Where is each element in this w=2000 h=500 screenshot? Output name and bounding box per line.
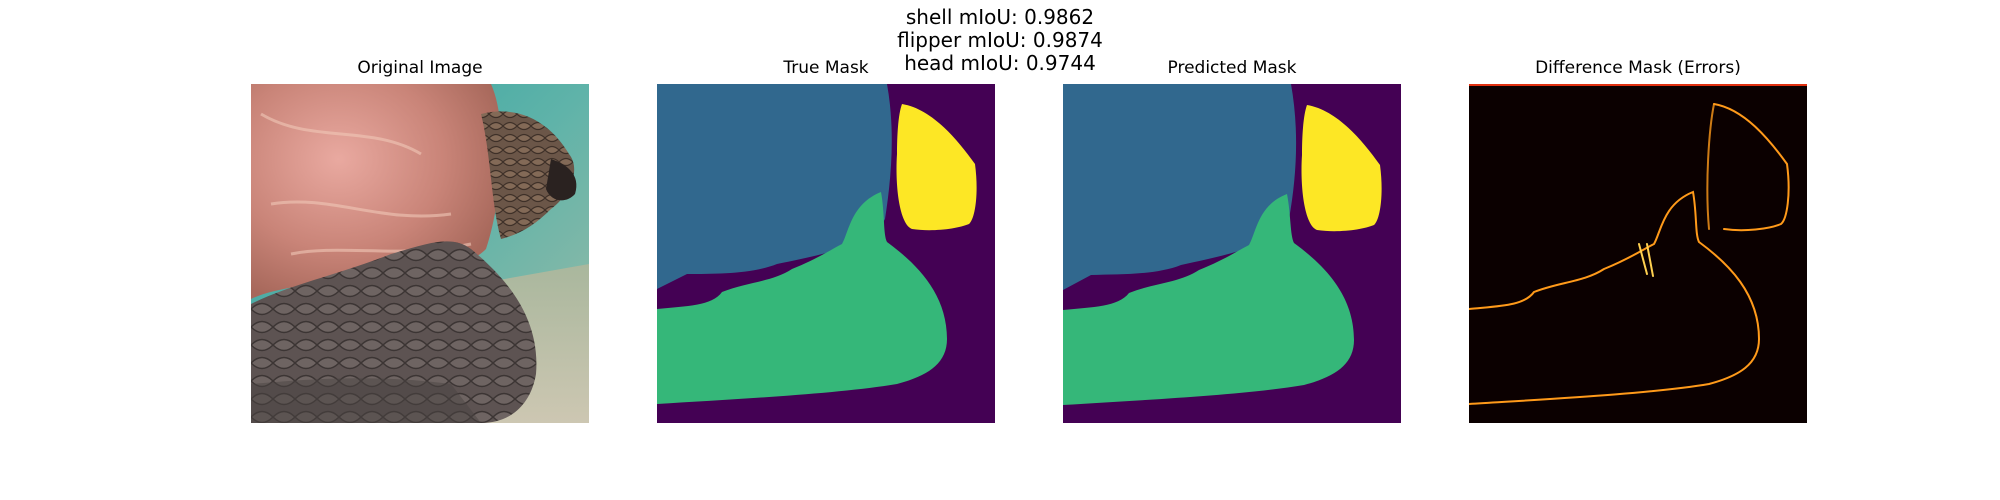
shell-miou-text: shell mIoU: 0.9862 (905, 5, 1095, 29)
true-mask (657, 84, 995, 423)
true-mask-image (657, 84, 995, 423)
predicted-mask (1063, 84, 1401, 423)
difference-mask-image (1469, 84, 1807, 423)
true-mask-title: True Mask (783, 58, 869, 78)
head-miou-text: head mIoU: 0.9744 (904, 51, 1096, 75)
shell-region (657, 84, 892, 289)
difference-mask (1469, 84, 1807, 423)
flipper-region (1063, 194, 1354, 405)
original-image (251, 84, 589, 423)
head-region (896, 104, 977, 231)
original-image-title: Original Image (357, 58, 483, 78)
predicted-mask-title: Predicted Mask (1167, 58, 1297, 78)
head-region (1301, 105, 1382, 232)
shell-region (1063, 84, 1297, 290)
predicted-mask-image (1063, 84, 1401, 423)
flipper-region (657, 192, 947, 404)
error-boundaries (1469, 84, 1807, 405)
flipper-miou-text: flipper mIoU: 0.9874 (897, 28, 1103, 52)
metrics-title: shell mIoU: 0.9862 flipper mIoU: 0.9874 … (0, 6, 2000, 75)
turtle-photo (251, 84, 589, 423)
difference-mask-title: Difference Mask (Errors) (1535, 58, 1741, 78)
